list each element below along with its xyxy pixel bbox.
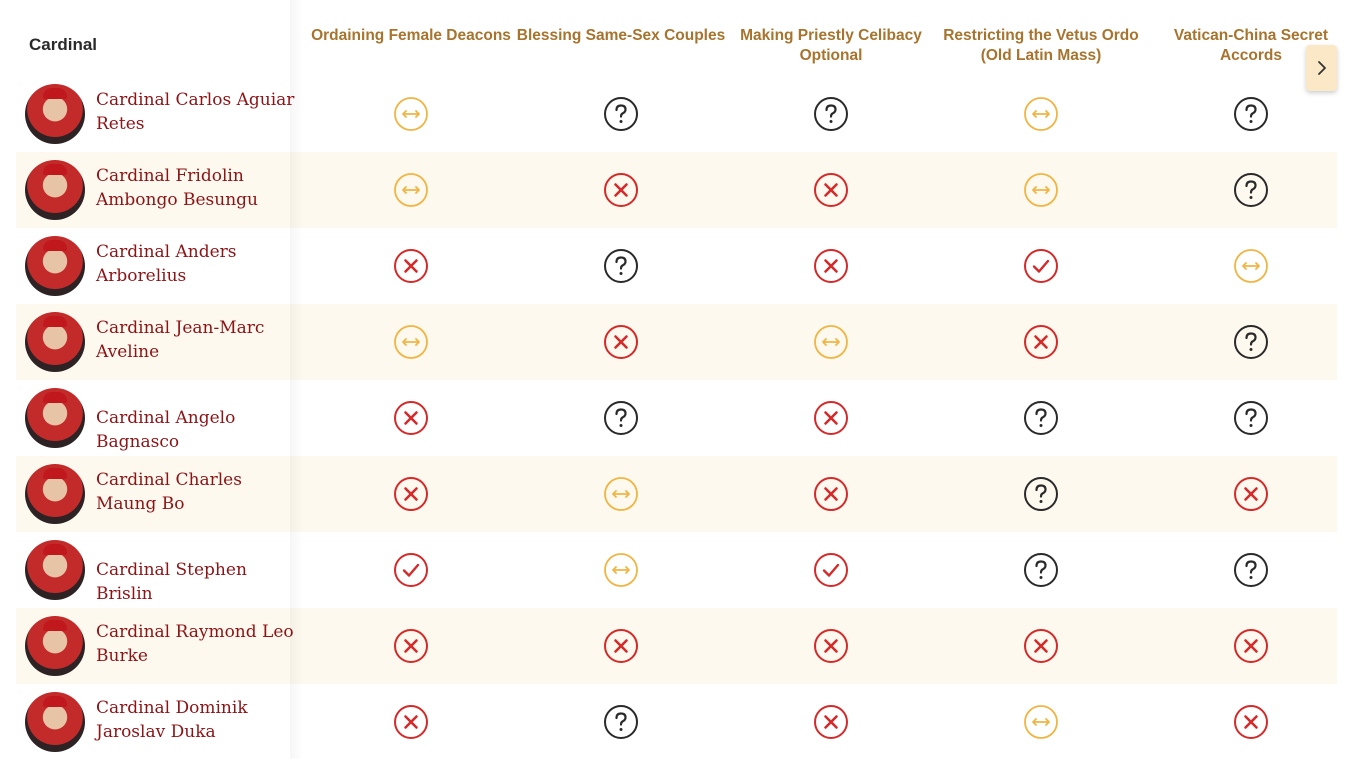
x-icon [603,172,639,208]
table-header: Cardinal Ordaining Female Deacons Blessi… [16,0,1337,76]
question-icon [1233,172,1269,208]
question-icon [603,400,639,436]
question-icon [1233,400,1269,436]
question-icon [603,96,639,132]
chevron-right-icon [1317,61,1326,75]
x-icon [393,400,429,436]
avatar [25,312,85,372]
cardinal-name-link[interactable]: Cardinal Charles Maung Bo [96,470,242,514]
question-icon [603,248,639,284]
cardinal-name-link[interactable]: Cardinal Jean-Marc Aveline [96,318,265,362]
x-icon [1233,476,1269,512]
question-icon [1233,552,1269,588]
avatar [25,84,85,144]
table-row: Cardinal Jean-Marc Aveline [16,304,1337,380]
arrows-icon [1023,704,1059,740]
cardinal-name-link[interactable]: Cardinal Raymond Leo Burke [96,622,294,666]
cardinal-name-link[interactable]: Cardinal Fridolin Ambongo Besungu [96,166,258,210]
question-icon [603,704,639,740]
arrows-icon [603,552,639,588]
cardinal-name-link[interactable]: Cardinal Carlos Aguiar Retes [96,90,295,134]
x-icon [813,628,849,664]
question-icon [1233,324,1269,360]
arrows-icon [1023,96,1059,132]
check-icon [1023,248,1059,284]
cardinal-name-link[interactable]: Cardinal Angelo Bagnasco [96,408,236,452]
avatar [25,464,85,524]
table-row: Cardinal Carlos Aguiar Retes [16,76,1337,152]
x-icon [1233,704,1269,740]
column-header-celibacy: Making Priestly Celibacy Optional [740,27,922,64]
x-icon [393,476,429,512]
arrows-icon [1233,248,1269,284]
cardinal-name-link[interactable]: Cardinal Dominik Jaroslav Duka [96,698,248,742]
avatar [25,692,85,752]
x-icon [603,628,639,664]
question-icon [1023,400,1059,436]
arrows-icon [603,476,639,512]
x-icon [813,172,849,208]
arrows-icon [393,172,429,208]
x-icon [813,400,849,436]
x-icon [813,476,849,512]
question-icon [813,96,849,132]
table-row: Cardinal Charles Maung Bo [16,456,1337,532]
arrows-icon [393,324,429,360]
avatar [25,160,85,220]
x-icon [813,248,849,284]
question-icon [1023,476,1059,512]
x-icon [1023,628,1059,664]
avatar [25,616,85,676]
question-icon [1233,96,1269,132]
avatar [25,236,85,296]
table-row: Cardinal Raymond Leo Burke [16,608,1337,684]
column-header-vetus-ordo: Restricting the Vetus Ordo (Old Latin Ma… [943,27,1139,64]
column-header-cardinal: Cardinal [29,35,98,54]
x-icon [1023,324,1059,360]
avatar [25,540,85,600]
cardinal-name-link[interactable]: Cardinal Anders Arborelius [96,242,237,286]
arrows-icon [393,96,429,132]
cardinals-positions-table: Cardinal Ordaining Female Deacons Blessi… [16,0,1337,760]
table-row: Cardinal Fridolin Ambongo Besungu [16,152,1337,228]
arrows-icon [1023,172,1059,208]
x-icon [393,248,429,284]
check-icon [813,552,849,588]
question-icon [1023,552,1059,588]
column-header-china-accords: Vatican-China Secret Accords [1173,27,1329,64]
avatar [25,388,85,448]
table-body: Cardinal Carlos Aguiar Retes Cardinal Fri… [16,76,1337,760]
x-icon [813,704,849,740]
x-icon [603,324,639,360]
x-icon [1233,628,1269,664]
column-header-same-sex-blessing: Blessing Same-Sex Couples [516,27,726,44]
scroll-right-button[interactable] [1306,45,1337,91]
column-header-female-deacons: Ordaining Female Deacons [311,27,511,44]
table-row: Cardinal Angelo Bagnasco [16,380,1337,456]
x-icon [393,628,429,664]
x-icon [393,704,429,740]
table-row: Cardinal Dominik Jaroslav Duka [16,684,1337,760]
check-icon [393,552,429,588]
table-row: Cardinal Stephen Brislin [16,532,1337,608]
cardinal-name-link[interactable]: Cardinal Stephen Brislin [96,560,247,604]
table-row: Cardinal Anders Arborelius [16,228,1337,304]
arrows-icon [813,324,849,360]
